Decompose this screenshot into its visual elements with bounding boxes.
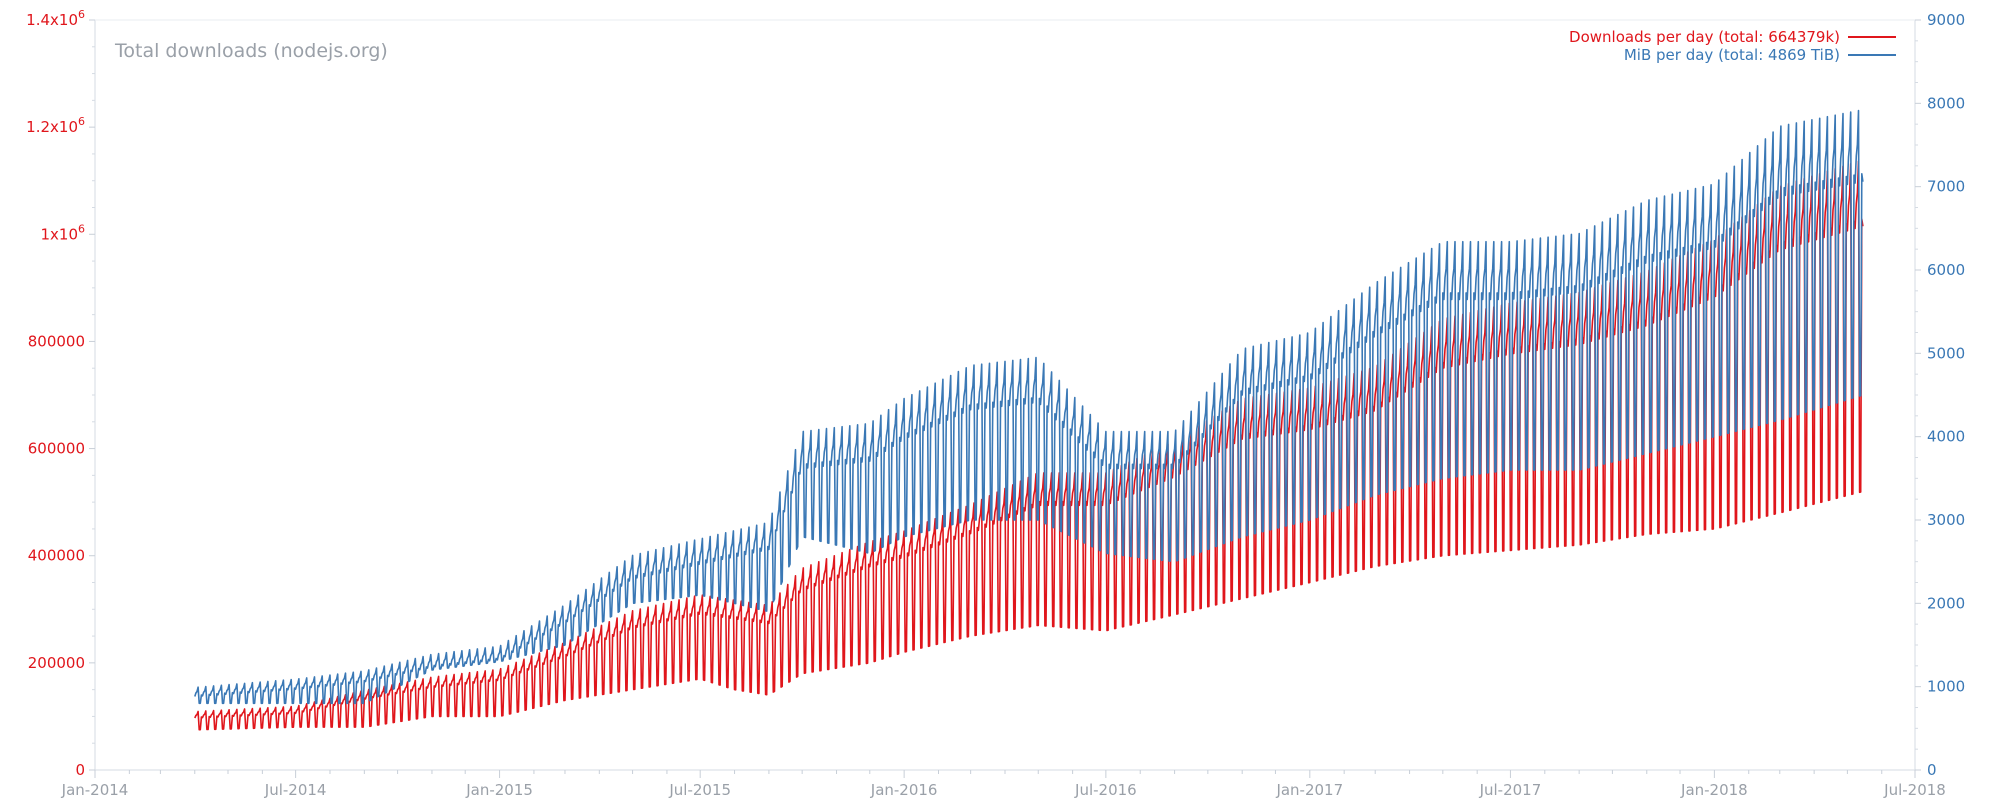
right-y-tick-label: 9000 <box>1927 11 1965 29</box>
left-y-tick-label: 600000 <box>28 440 85 458</box>
x-tick-label: Jul-2014 <box>264 781 327 799</box>
axes <box>89 19 1921 778</box>
left-y-tick-label: 0 <box>75 761 85 779</box>
right-y-tick-label: 4000 <box>1927 428 1965 446</box>
right-y-tick-label: 6000 <box>1927 261 1965 279</box>
tick-labels: Jan-2014 Jul-2014 Jan-2015 Jul-2015 Jan-2016… <box>26 8 1965 799</box>
series-line-downloads <box>194 160 1864 731</box>
legend-label: MiB per day (total: 4869 TiB) <box>1624 46 1840 64</box>
series-lines <box>194 109 1864 731</box>
x-tick-label: Jul-2018 <box>1883 781 1946 799</box>
x-tick-label: Jan-2016 <box>870 781 938 799</box>
right-y-tick-label: 0 <box>1927 761 1937 779</box>
legend-label: Downloads per day (total: 664379k) <box>1569 28 1840 46</box>
x-tick-label: Jul-2016 <box>1074 781 1137 799</box>
x-tick-label: Jan-2015 <box>465 781 533 799</box>
right-y-tick-label: 5000 <box>1927 344 1965 362</box>
x-tick-label: Jan-2014 <box>61 781 129 799</box>
legend: Downloads per day (total: 664379k)MiB pe… <box>1569 28 1896 64</box>
right-y-tick-label: 7000 <box>1927 178 1965 196</box>
left-y-tick-label: 1x106 <box>40 222 85 243</box>
left-y-tick-label: 200000 <box>28 654 85 672</box>
x-tick-label: Jul-2017 <box>1479 781 1542 799</box>
right-y-tick-label: 8000 <box>1927 94 1965 112</box>
left-y-tick-label: 1.4x106 <box>26 8 85 29</box>
x-tick-label: Jul-2015 <box>668 781 731 799</box>
chart-title: Total downloads (nodejs.org) <box>114 40 388 62</box>
left-y-tick-label: 400000 <box>28 547 85 565</box>
left-y-tick-label: 1.2x106 <box>26 115 85 136</box>
right-y-tick-label: 2000 <box>1927 594 1965 612</box>
right-y-tick-label: 3000 <box>1927 511 1965 529</box>
series-line-mib <box>194 109 1864 705</box>
left-y-tick-label: 800000 <box>28 332 85 350</box>
right-y-tick-label: 1000 <box>1927 678 1965 696</box>
x-tick-label: Jan-2017 <box>1275 781 1343 799</box>
x-tick-label: Jan-2018 <box>1680 781 1748 799</box>
